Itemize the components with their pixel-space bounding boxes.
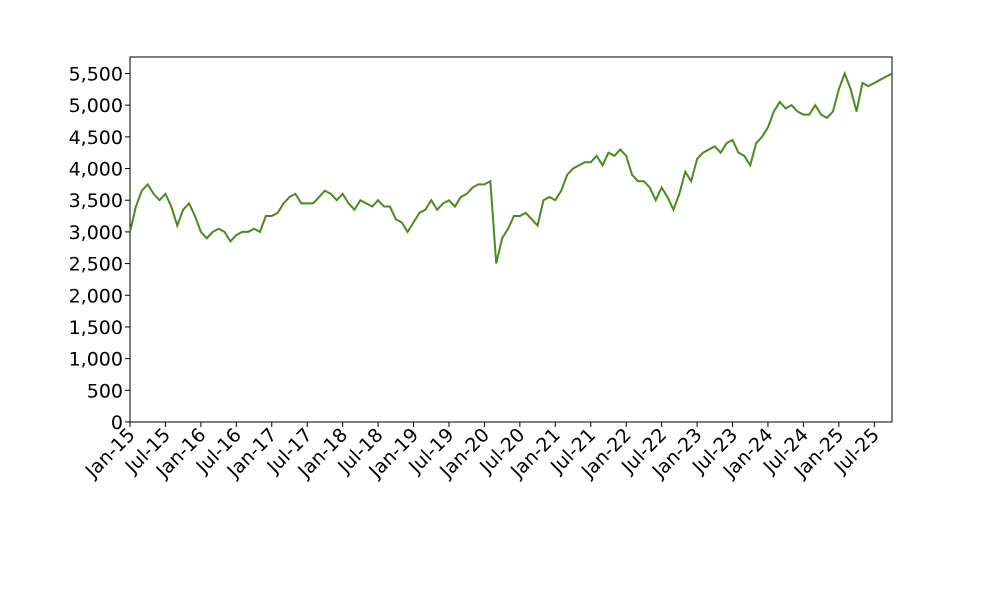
y-tick-label: 0 [111,412,123,434]
y-tick-label: 2,000 [69,285,123,307]
y-tick-label: 1,000 [69,349,123,371]
plot-frame [129,56,893,423]
y-tick-label: 4,000 [69,159,123,181]
y-tick-label: 5,000 [69,95,123,117]
data-line [129,70,893,264]
y-tick-label: 4,500 [69,127,123,149]
y-tick-label: 3,000 [69,222,123,244]
y-tick-label: 500 [87,380,123,402]
y-tick-label: 3,500 [69,190,123,212]
y-tick-label: 5,500 [69,63,123,85]
y-tick-label: 1,500 [69,317,123,339]
y-tick-label: 2,500 [69,254,123,276]
